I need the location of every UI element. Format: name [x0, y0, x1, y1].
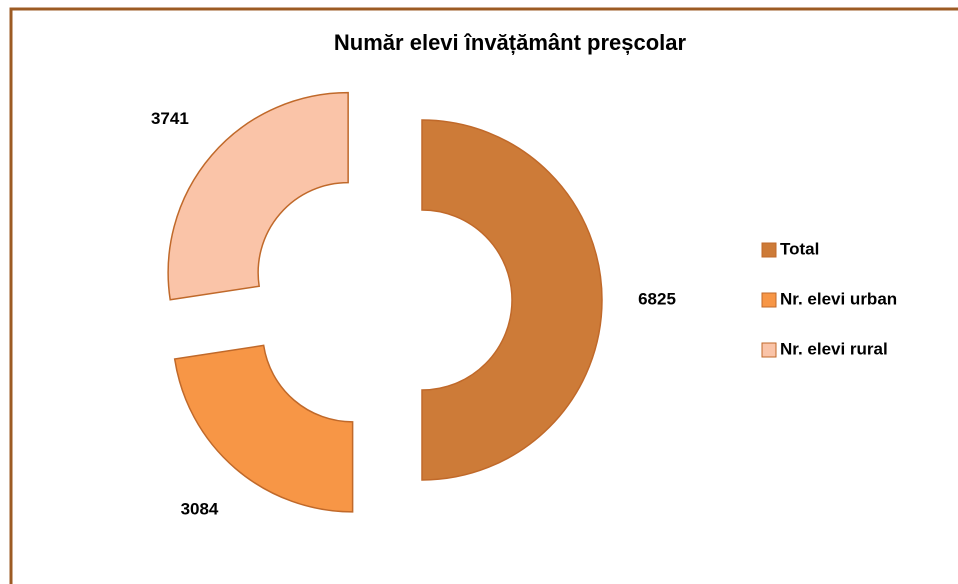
donut-segment: [173, 344, 354, 513]
chart-frame: [9, 7, 958, 584]
legend-label: Total: [780, 239, 819, 258]
data-label: 6825: [638, 289, 676, 308]
donut-segment: [167, 91, 349, 301]
legend-label: Nr. elevi rural: [780, 339, 888, 358]
donut-segment: [421, 119, 603, 481]
data-label: 3084: [181, 500, 219, 519]
chart-title: Număr elevi învățământ preșcolar: [334, 30, 687, 55]
legend-label: Nr. elevi urban: [780, 289, 897, 308]
data-label: 3741: [151, 109, 189, 128]
legend-swatch: [761, 242, 777, 258]
legend-swatch: [761, 292, 777, 308]
legend-swatch: [761, 342, 777, 358]
